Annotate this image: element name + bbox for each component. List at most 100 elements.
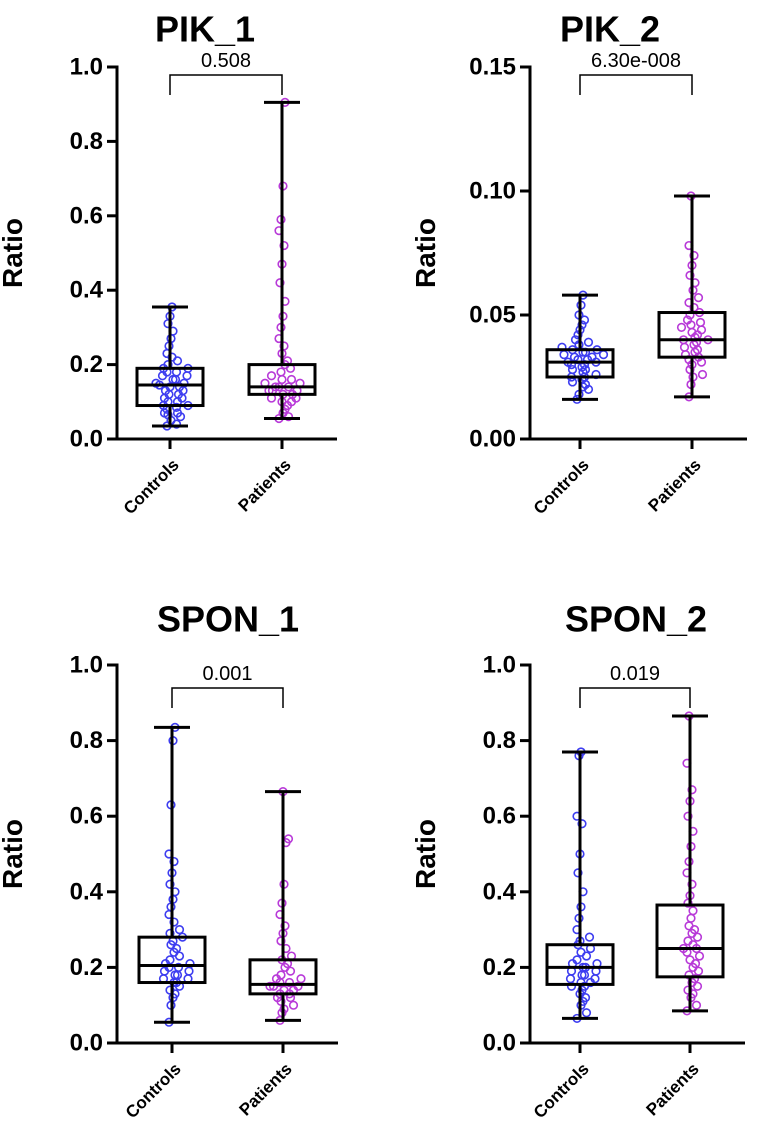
- y-tick-label: 0.2: [70, 351, 103, 378]
- data-point: [687, 785, 697, 795]
- data-point: [280, 921, 290, 931]
- data-point: [268, 981, 279, 991]
- panel-pik-2: PIK_2 Ratio 0.00 0.05 0.10 0.15 Controls Patien…: [410, 9, 747, 518]
- y-tick-label: 0.00: [469, 426, 516, 453]
- p-value-label: 0.508: [201, 50, 251, 72]
- data-point: [676, 322, 687, 333]
- y-tick-label: 0.0: [483, 1030, 516, 1057]
- data-point: [276, 970, 286, 980]
- x-tick-label: Controls: [122, 1059, 185, 1122]
- data-point: [686, 913, 696, 923]
- x-tick-label: Controls: [530, 1059, 593, 1122]
- y-tick-label: 0.8: [70, 727, 103, 754]
- data-point: [284, 977, 295, 988]
- data-point: [182, 371, 192, 381]
- data-point: [151, 378, 161, 388]
- data-point: [573, 330, 583, 340]
- y-tick-label: 0.6: [483, 803, 516, 830]
- data-point: [279, 341, 289, 351]
- box-controls: [135, 366, 205, 408]
- data-point: [576, 947, 586, 957]
- data-point: [577, 819, 587, 829]
- y-tick-label: 0.10: [469, 178, 516, 205]
- data-point: [179, 378, 189, 388]
- data-point: [687, 879, 697, 889]
- data-point: [165, 985, 175, 995]
- y-tick-label: 0.2: [483, 954, 516, 981]
- data-point: [275, 278, 285, 288]
- box-controls: [137, 935, 207, 985]
- box-patients: [247, 363, 317, 396]
- y-tick-label: 0.0: [70, 1030, 103, 1057]
- data-point: [565, 974, 576, 984]
- data-point: [581, 1008, 592, 1018]
- box-controls: [545, 943, 615, 986]
- data-point: [583, 337, 594, 347]
- y-tick-label: 0.0: [70, 426, 103, 453]
- data-point: [165, 382, 175, 392]
- data-point: [266, 371, 277, 381]
- panel-pik-1: PIK_1 Ratio 0.0 0.2 0.4 0.6 0.8 1.0 Controls Pati…: [0, 9, 337, 518]
- panel-spon-1: SPON_1 Ratio 0.0 0.2 0.4 0.6 0.8 1.0 Controls Pat…: [0, 599, 338, 1122]
- data-point: [684, 921, 694, 931]
- data-point: [174, 924, 185, 935]
- data-point: [697, 369, 708, 380]
- panel-spon-2: SPON_2 Ratio 0.0 0.2 0.4 0.6 0.8 1.0 Controls Pat…: [410, 599, 745, 1122]
- p-value-label: 6.30e-008: [591, 50, 681, 72]
- data-point: [185, 959, 195, 969]
- x-tick-label: Patients: [236, 1059, 296, 1119]
- data-point: [682, 315, 693, 325]
- chart-title: PIK_1: [155, 9, 255, 50]
- y-tick-label: 0.6: [70, 202, 103, 229]
- p-value-label: 0.001: [202, 663, 252, 685]
- data-point: [689, 250, 699, 261]
- significance-bracket: [579, 74, 693, 95]
- data-point: [286, 374, 297, 385]
- chart-title: PIK_2: [560, 9, 660, 50]
- y-tick-label: 1.0: [70, 54, 103, 81]
- data-point: [696, 325, 707, 335]
- data-point: [683, 985, 693, 995]
- data-point: [184, 966, 194, 976]
- chart-title: SPON_1: [157, 599, 299, 640]
- data-point: [165, 955, 175, 965]
- data-point: [283, 834, 294, 844]
- data-point: [691, 1000, 702, 1010]
- x-tick-label: Patients: [645, 455, 705, 515]
- data-point: [685, 270, 695, 280]
- data-point: [559, 350, 569, 360]
- data-point: [169, 856, 179, 867]
- data-point: [169, 917, 179, 927]
- data-point: [276, 367, 286, 377]
- y-axis-label: Ratio: [410, 218, 441, 288]
- y-tick-label: 0.8: [70, 128, 103, 155]
- y-tick-label: 0.4: [483, 878, 517, 905]
- data-point: [567, 364, 578, 375]
- data-point: [288, 1000, 299, 1010]
- x-tick-label: Controls: [530, 455, 593, 518]
- y-tick-label: 0.4: [70, 277, 104, 304]
- data-point: [572, 955, 582, 965]
- p-value-label: 0.019: [610, 663, 660, 685]
- x-tick-label: Patients: [643, 1059, 703, 1119]
- data-point: [173, 962, 184, 973]
- data-point: [685, 364, 695, 375]
- significance-bracket: [579, 687, 691, 708]
- data-point: [584, 932, 595, 942]
- data-point: [693, 293, 704, 303]
- y-axis-label: Ratio: [0, 218, 28, 288]
- y-axis-label: Ratio: [0, 819, 28, 889]
- data-point: [685, 955, 695, 965]
- box-patients: [248, 958, 318, 996]
- y-tick-label: 1.0: [483, 652, 516, 679]
- data-point: [679, 342, 690, 352]
- data-point: [296, 974, 306, 984]
- data-point: [694, 951, 705, 961]
- data-point: [165, 879, 175, 889]
- y-tick-label: 0.05: [469, 302, 516, 329]
- data-point: [172, 408, 183, 418]
- y-tick-label: 0.6: [70, 803, 103, 830]
- y-tick-label: 0.8: [483, 727, 516, 754]
- data-point: [277, 374, 287, 385]
